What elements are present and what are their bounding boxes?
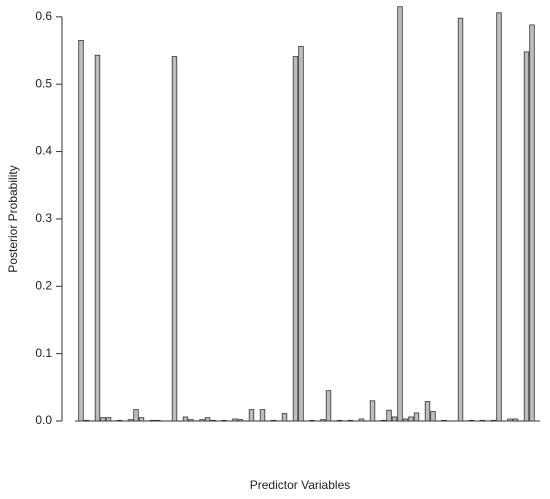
bar <box>292 56 299 422</box>
bar <box>529 24 535 422</box>
bar <box>149 419 156 422</box>
bar <box>408 416 414 422</box>
bar <box>248 409 255 422</box>
bar <box>490 419 497 422</box>
bar <box>78 40 84 422</box>
bar <box>281 413 288 422</box>
bar <box>127 419 134 422</box>
bar <box>116 419 123 422</box>
y-axis-label: Posterior Probability <box>6 165 20 272</box>
bar <box>320 419 326 422</box>
bar <box>336 419 343 422</box>
bar <box>325 390 332 422</box>
bar <box>105 417 112 422</box>
x-axis-label: Predictor Variables <box>250 478 351 492</box>
bar <box>391 416 398 422</box>
bar <box>369 400 376 422</box>
y-tick-label: 0.6 <box>35 9 52 23</box>
bar <box>358 418 365 422</box>
bar <box>386 409 392 422</box>
bar <box>204 417 211 422</box>
bar <box>270 419 277 422</box>
bar <box>259 409 266 422</box>
bar <box>402 418 409 422</box>
bar <box>182 416 189 422</box>
bar <box>298 46 304 422</box>
bar <box>155 419 161 422</box>
bar <box>232 418 238 422</box>
y-tick-label: 0.4 <box>35 144 52 158</box>
bar <box>100 417 106 422</box>
bar <box>457 17 464 422</box>
bar <box>210 419 216 422</box>
bar <box>496 12 502 422</box>
y-tick-label: 0.5 <box>35 76 52 90</box>
bar <box>479 419 486 422</box>
bar <box>188 419 194 422</box>
bar <box>397 6 403 422</box>
y-tick-label: 0.2 <box>35 278 52 292</box>
bar <box>507 418 513 422</box>
y-tick-label: 0.3 <box>35 211 52 225</box>
bar <box>468 419 475 422</box>
bar <box>94 54 101 422</box>
bar <box>523 51 530 422</box>
bar <box>221 419 227 422</box>
bar <box>413 412 420 422</box>
bar <box>171 56 178 422</box>
bar <box>237 419 244 422</box>
bar <box>424 401 431 422</box>
bar <box>199 419 205 422</box>
bar <box>138 417 145 422</box>
y-tick-label: 0.0 <box>35 413 52 427</box>
bar <box>83 419 90 422</box>
bar <box>380 419 387 422</box>
bar <box>512 418 519 422</box>
y-tick-label: 0.1 <box>35 346 52 360</box>
bar <box>309 419 315 422</box>
bar <box>441 419 447 422</box>
bar <box>430 411 436 422</box>
bar <box>133 409 139 422</box>
bar <box>347 419 354 422</box>
